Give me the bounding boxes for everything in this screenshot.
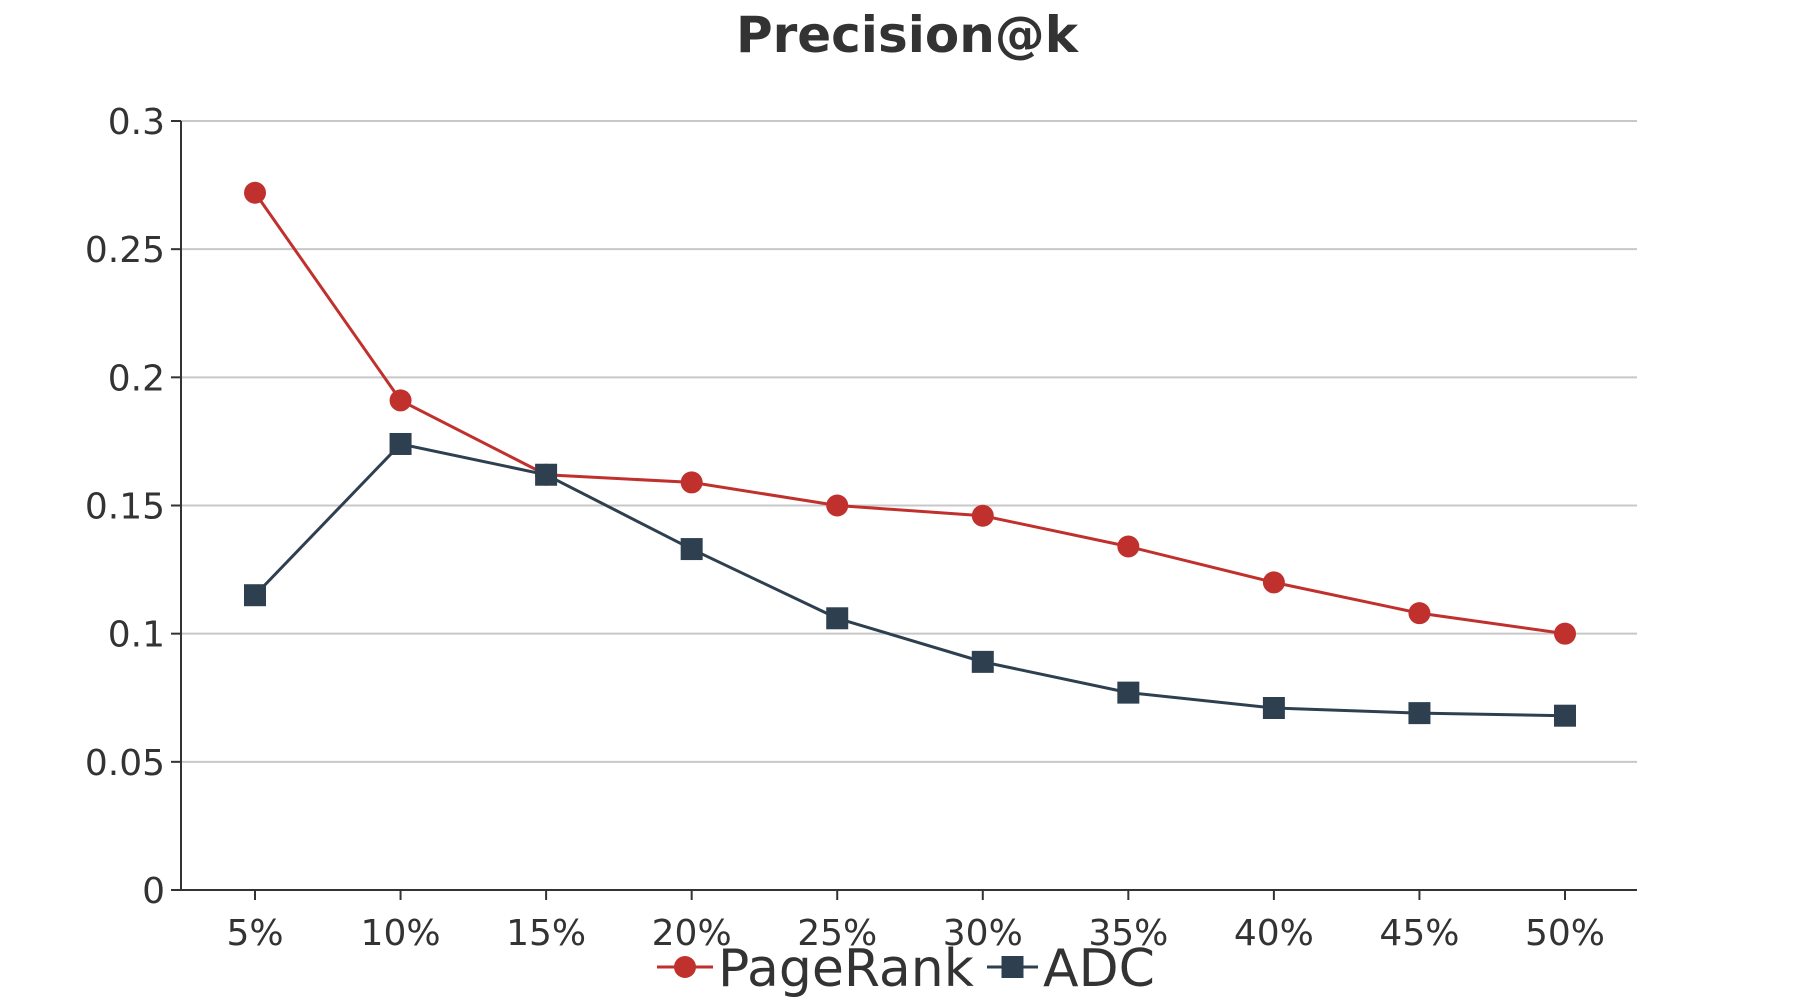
series-adc bbox=[244, 432, 1576, 727]
x-tick-label: 35% bbox=[1088, 913, 1168, 954]
chart-title: Precision@k bbox=[736, 6, 1080, 64]
legend-item-adc: ADC bbox=[987, 939, 1155, 999]
x-tick-label: 15% bbox=[506, 913, 586, 954]
data-point-adc bbox=[826, 607, 849, 630]
data-point-adc bbox=[1408, 702, 1431, 725]
series-pagerank bbox=[244, 181, 1576, 645]
data-point-adc bbox=[971, 650, 994, 673]
x-tick-label: 25% bbox=[797, 913, 877, 954]
x-axis-ticks: 5% 10% 15% 20% 25% 30% 35% 40% 45% 50% bbox=[226, 890, 1605, 954]
y-tick-label: 0 bbox=[142, 871, 165, 912]
legend-label: PageRank bbox=[718, 939, 974, 999]
data-point-adc bbox=[680, 538, 703, 561]
x-tick-label: 10% bbox=[361, 913, 441, 954]
data-point-pagerank bbox=[244, 181, 266, 204]
y-tick-label: 0.15 bbox=[85, 487, 165, 528]
y-axis-ticks: 0 0.05 0.1 0.15 0.2 0.25 0.3 bbox=[85, 102, 181, 912]
data-point-pagerank bbox=[389, 389, 412, 412]
data-point-pagerank bbox=[1117, 535, 1140, 558]
data-point-adc bbox=[1117, 681, 1140, 704]
series-lines bbox=[244, 181, 1576, 727]
legend-marker bbox=[1001, 956, 1024, 978]
x-tick-label: 50% bbox=[1525, 913, 1605, 954]
legend-item-pagerank: PageRank bbox=[657, 939, 974, 999]
y-tick-label: 0.3 bbox=[108, 102, 165, 143]
legend: PageRank ADC bbox=[657, 939, 1155, 999]
grid-lines bbox=[181, 120, 1637, 763]
data-point-pagerank bbox=[1554, 622, 1576, 645]
x-tick-label: 5% bbox=[226, 913, 283, 954]
y-tick-label: 0.05 bbox=[85, 743, 165, 784]
y-tick-label: 0.25 bbox=[85, 230, 165, 271]
series-line-pagerank bbox=[253, 191, 1566, 636]
data-point-pagerank bbox=[1408, 602, 1431, 625]
data-point-adc bbox=[535, 463, 558, 486]
data-point-pagerank bbox=[1262, 571, 1285, 594]
data-point-pagerank bbox=[826, 494, 849, 517]
y-tick-label: 0.2 bbox=[108, 358, 165, 399]
data-point-pagerank bbox=[680, 471, 703, 494]
series-line-adc bbox=[253, 442, 1566, 718]
data-point-adc bbox=[389, 432, 412, 455]
x-tick-label: 40% bbox=[1234, 913, 1314, 954]
legend-label: ADC bbox=[1043, 939, 1155, 999]
data-point-adc bbox=[244, 584, 266, 607]
y-tick-label: 0.1 bbox=[108, 615, 165, 656]
data-point-pagerank bbox=[971, 504, 994, 527]
x-tick-label: 20% bbox=[652, 913, 732, 954]
legend-marker bbox=[674, 956, 696, 978]
data-point-adc bbox=[1554, 704, 1576, 727]
x-tick-label: 30% bbox=[943, 913, 1023, 954]
data-point-adc bbox=[1262, 697, 1285, 720]
x-tick-label: 45% bbox=[1379, 913, 1459, 954]
